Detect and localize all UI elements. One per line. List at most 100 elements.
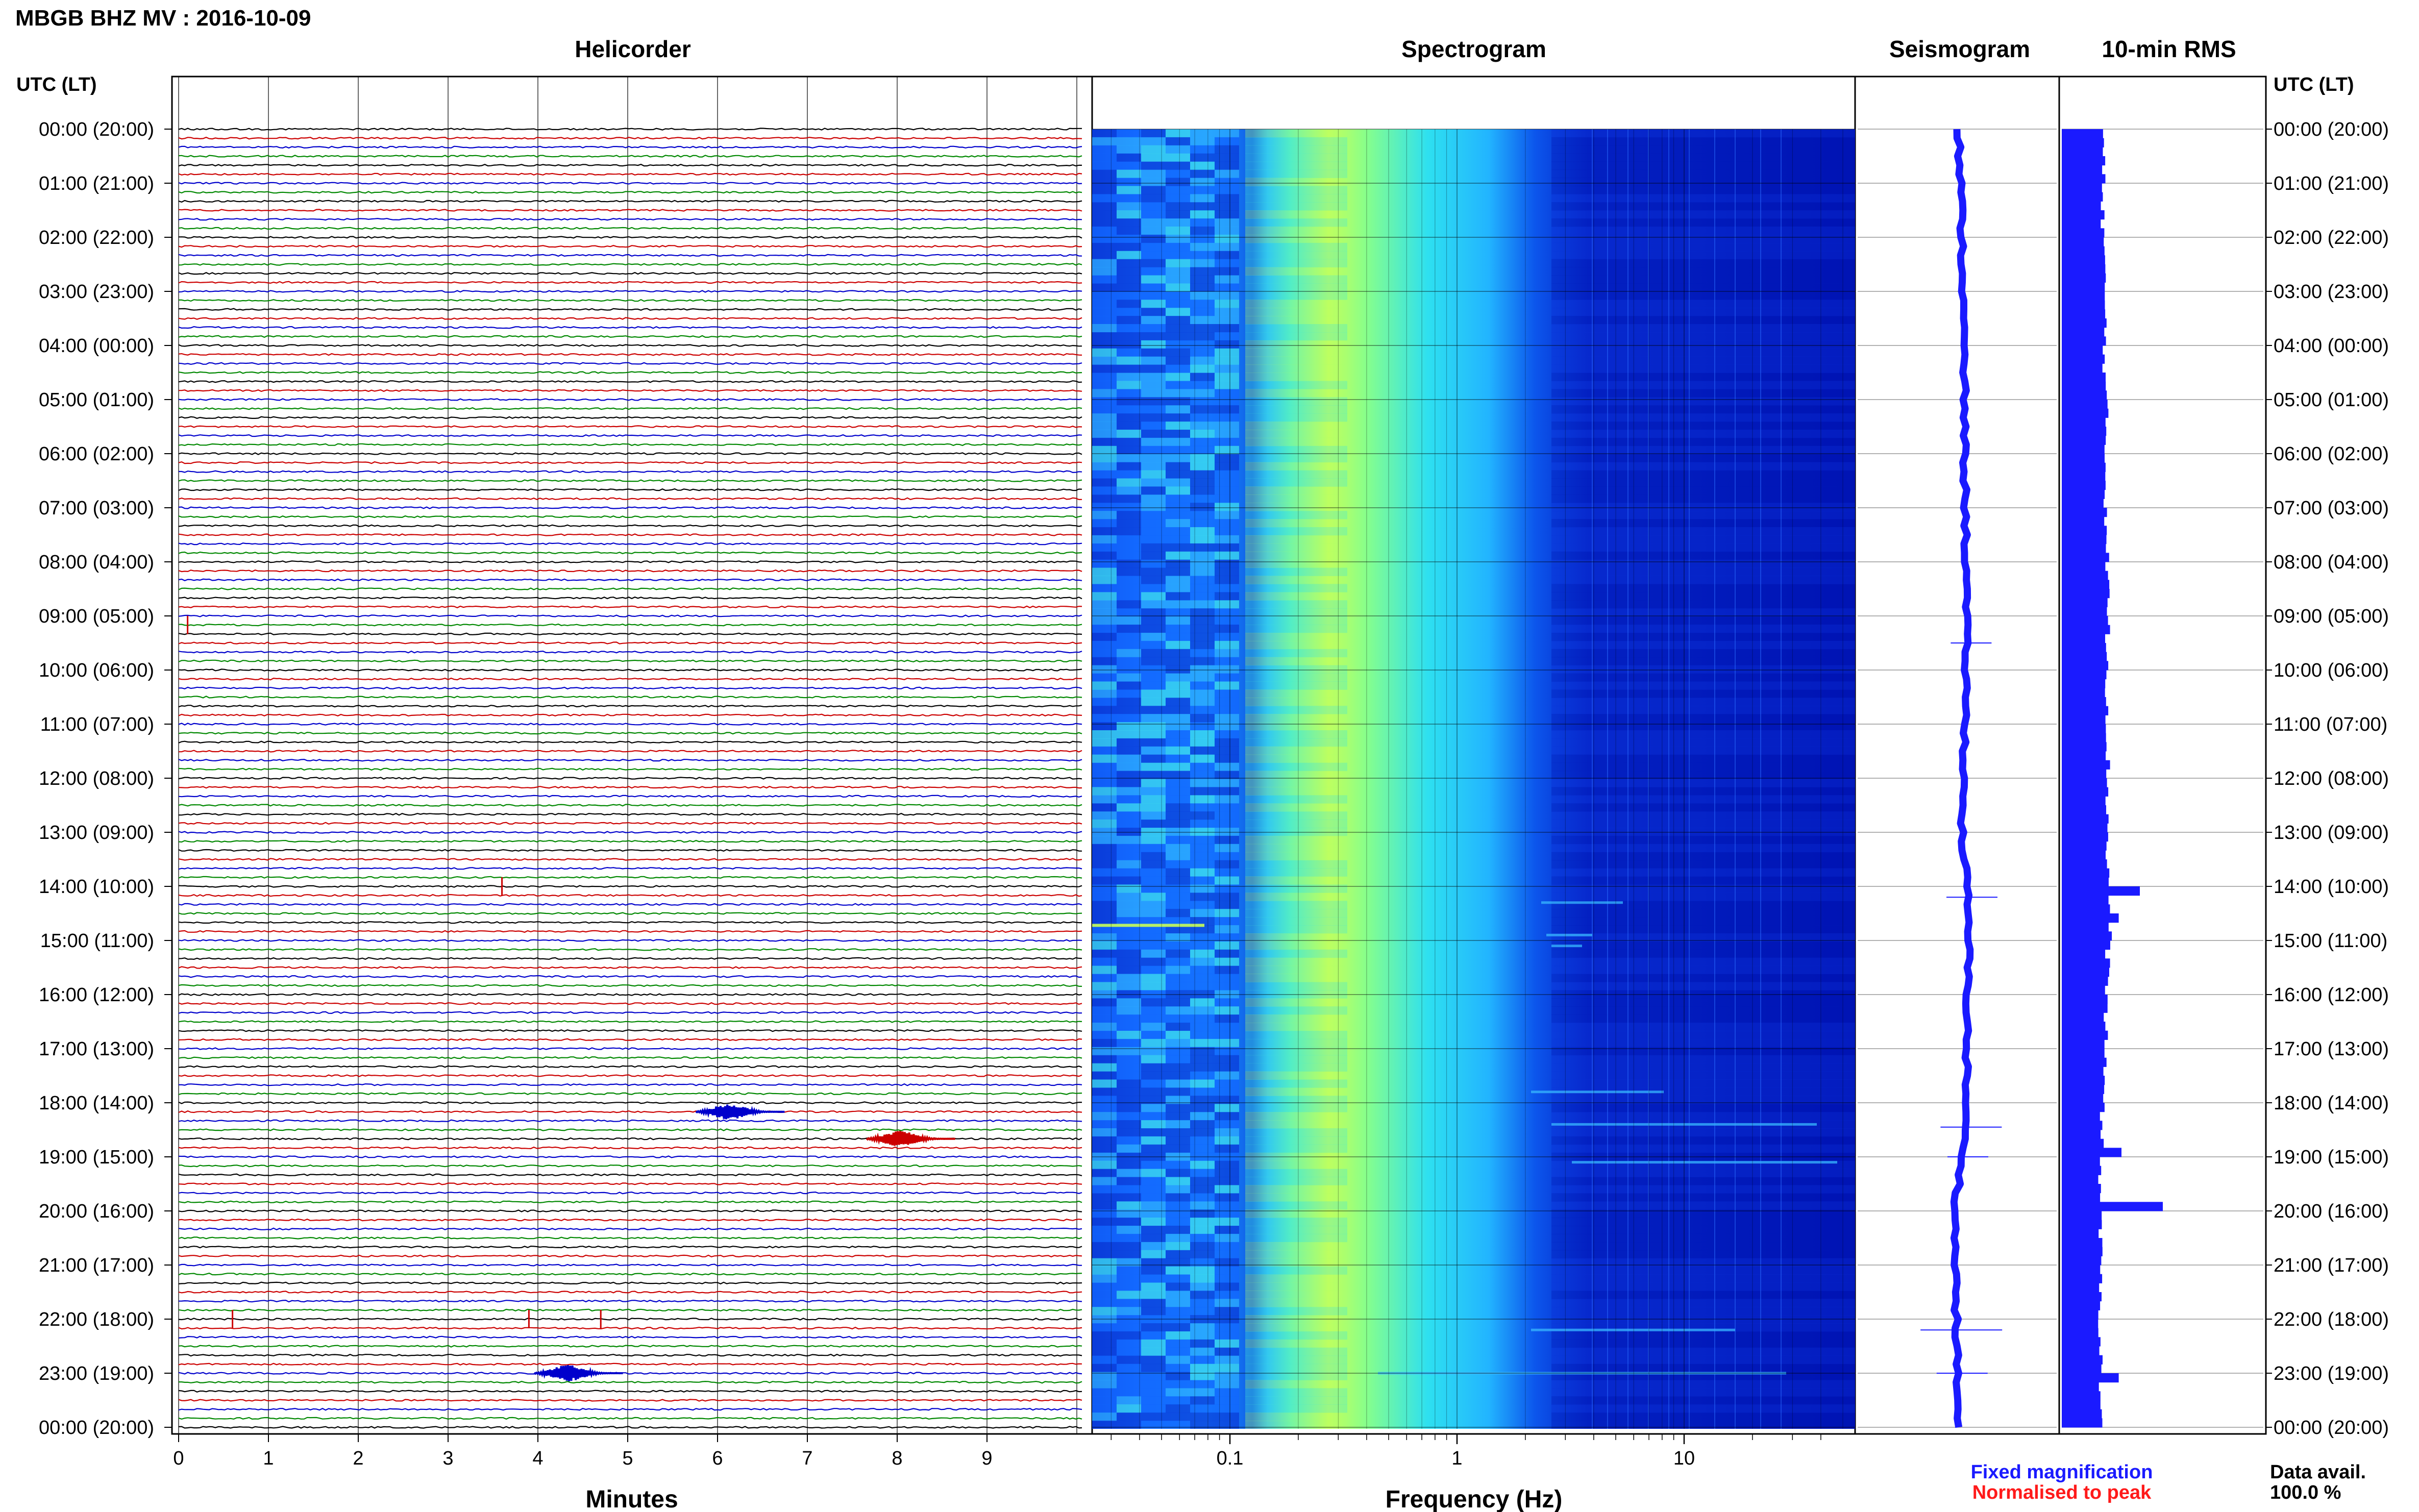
helicorder-trace — [178, 966, 1082, 969]
helicorder-trace — [178, 227, 1082, 230]
rms-bar — [2062, 922, 2109, 932]
helicorder-trace — [178, 263, 1082, 266]
helicorder-trace — [178, 1236, 1082, 1240]
rms-bar — [2062, 1193, 2101, 1202]
time-label-right: 03:00 (23:00) — [2274, 281, 2389, 303]
helicorder-trace — [178, 443, 1082, 447]
time-label-right: 22:00 (18:00) — [2274, 1309, 2389, 1330]
time-label-left: 05:00 (01:00) — [39, 389, 154, 411]
helicorder-trace — [178, 1335, 1082, 1339]
helicorder-trace — [178, 136, 1082, 140]
time-label-left: 17:00 (13:00) — [39, 1038, 154, 1060]
helicorder-trace — [178, 1038, 1082, 1042]
rms-bar — [2062, 192, 2103, 202]
rms-bar — [2062, 850, 2106, 860]
rms-bar — [2062, 526, 2107, 535]
helicorder-trace — [178, 1128, 1082, 1131]
helicorder-title: Helicorder — [575, 36, 691, 62]
helicorder-trace — [178, 281, 1082, 284]
helicorder-trace — [178, 560, 1082, 563]
helicorder-trace — [178, 271, 1082, 275]
helicorder-trace — [178, 551, 1082, 555]
time-label-left: 04:00 (00:00) — [39, 335, 154, 357]
time-label-right: 10:00 (06:00) — [2274, 660, 2389, 681]
time-label-left: 10:00 (06:00) — [39, 660, 154, 681]
helicorder-trace — [178, 1047, 1082, 1050]
rms-bar — [2062, 345, 2103, 355]
rms-bar — [2062, 228, 2105, 238]
helicorder-trace — [178, 1173, 1082, 1177]
time-label-left: 08:00 (04:00) — [39, 552, 154, 573]
rms-bar — [2062, 183, 2102, 193]
helicorder-trace — [178, 1218, 1082, 1222]
time-label-right: 14:00 (10:00) — [2274, 876, 2389, 898]
helicorder-trace — [179, 750, 1082, 753]
time-label-left: 20:00 (16:00) — [39, 1201, 154, 1222]
time-label-left: 00:00 (20:00) — [39, 119, 154, 140]
helicorder-trace — [178, 533, 1082, 536]
page-title: MBGB BHZ MV : 2016-10-09 — [15, 6, 311, 31]
helicorder-trace — [178, 542, 1082, 546]
helicorder-trace — [178, 1209, 1082, 1212]
rms-bar — [2062, 976, 2108, 986]
helicorder-trace — [178, 1345, 1082, 1348]
rms-bar — [2062, 931, 2112, 941]
rms-bar — [2062, 156, 2106, 166]
helicorder-trace — [178, 1308, 1082, 1312]
rms-bar — [2062, 814, 2109, 824]
data-avail-label: Data avail. — [2270, 1461, 2366, 1483]
helicorder-trace — [178, 244, 1082, 248]
rms-bar — [2062, 841, 2107, 851]
helicorder-trace — [178, 1200, 1082, 1204]
rms-bar — [2062, 435, 2106, 445]
seismogram-trace — [1950, 129, 1974, 1428]
time-label-right: 05:00 (01:00) — [2274, 389, 2389, 411]
spectrogram-title: Spectrogram — [1401, 36, 1546, 62]
helicorder-trace — [178, 894, 1082, 897]
rms-peak-bar — [2062, 886, 2140, 896]
helicorder-trace — [178, 885, 1082, 888]
helicorder-trace — [178, 335, 1082, 338]
helicorder-trace — [178, 1390, 1082, 1393]
helicorder-trace — [178, 723, 1082, 726]
rms-bar — [2062, 354, 2105, 364]
helicorder-trace — [178, 506, 1082, 509]
time-label-right: 19:00 (15:00) — [2274, 1147, 2389, 1168]
rms-bar — [2062, 1391, 2101, 1401]
time-label-right: 07:00 (03:00) — [2274, 498, 2389, 519]
time-label-right: 01:00 (21:00) — [2274, 173, 2389, 194]
rms-bar — [2062, 895, 2109, 905]
helicorder-tick-label: 6 — [712, 1448, 723, 1469]
rms-bar — [2062, 1238, 2103, 1248]
rms-bar — [2062, 138, 2104, 147]
time-label-right: 09:00 (05:00) — [2274, 606, 2389, 627]
rms-bar — [2062, 472, 2106, 481]
rms-bar — [2062, 985, 2105, 995]
rms-bar — [2062, 174, 2106, 184]
rms-bar — [2062, 625, 2110, 634]
rms-bar — [2062, 1400, 2101, 1410]
helicorder-trace — [178, 795, 1082, 798]
rms-bar — [2062, 1220, 2102, 1229]
helicorder-trace — [178, 993, 1082, 996]
rms-bar — [2062, 643, 2106, 653]
helicorder-trace — [178, 1326, 1082, 1330]
time-label-left: 12:00 (08:00) — [39, 768, 154, 789]
rms-bar — [2062, 832, 2108, 842]
helicorder-trace — [178, 632, 1082, 636]
rms-bar — [2062, 489, 2105, 499]
helicorder-xlabel: Minutes — [585, 1486, 678, 1512]
rms-bar — [2062, 1247, 2103, 1256]
helicorder-frame — [171, 76, 1093, 1435]
helicorder-trace — [178, 452, 1082, 455]
rms-bar — [2062, 958, 2110, 968]
helicorder-trace — [178, 163, 1082, 167]
rms-bar — [2062, 742, 2107, 752]
rms-bar — [2062, 652, 2107, 661]
rms-bar — [2062, 823, 2108, 833]
helicorder-tick-label: 4 — [532, 1448, 543, 1469]
helicorder-trace — [178, 578, 1082, 582]
helicorder-trace — [178, 731, 1082, 735]
rms-bar — [2062, 1157, 2100, 1167]
rms-bar — [2062, 553, 2109, 562]
